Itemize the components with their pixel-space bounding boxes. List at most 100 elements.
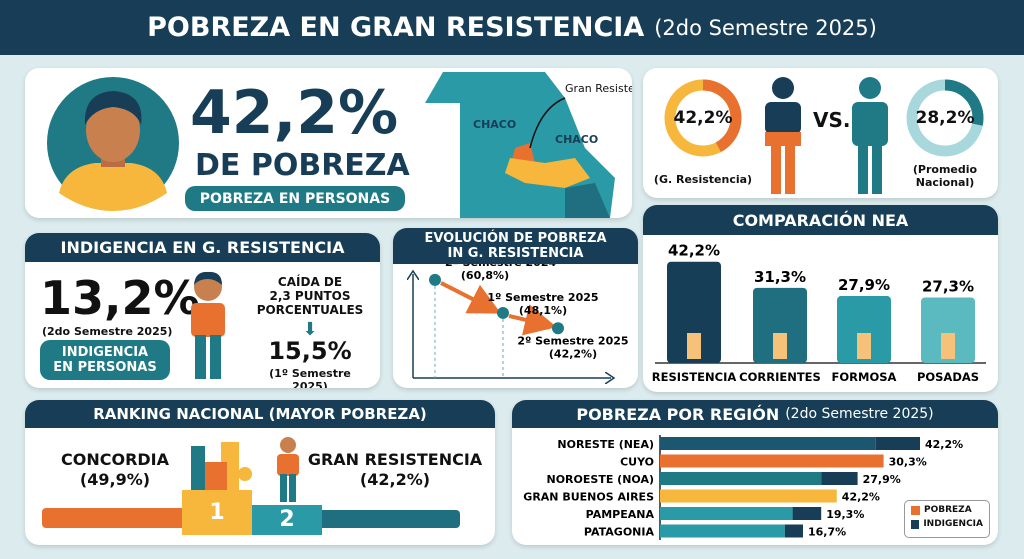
poverty-label: DE POBREZA bbox=[195, 148, 410, 183]
indigencia-card: INDIGENCIA EN G. RESISTENCIA 13,2% (2do … bbox=[25, 233, 380, 388]
bar-value-label: 31,3% bbox=[754, 268, 806, 286]
indigencia-bar bbox=[821, 472, 858, 485]
previous-indigencia-rate: 15,5% bbox=[268, 337, 352, 365]
indigencia-bar bbox=[784, 524, 803, 538]
resistencia-label: (G. Resistencia) bbox=[653, 173, 753, 186]
pobreza-bar bbox=[660, 507, 793, 520]
region-title-bar: POBREZA POR REGIÓN (2do Semestre 2025) bbox=[512, 400, 998, 428]
pill-line-1: INDIGENCIA bbox=[61, 345, 149, 360]
bar-value-label: 27,9% bbox=[838, 276, 890, 294]
drop-text: CAÍDA DE 2,3 PUNTOS PORCENTUALES bbox=[250, 275, 370, 317]
point-value: (48,1%) bbox=[519, 304, 567, 317]
ranking-title: RANKING NACIONAL (MAYOR POBREZA) bbox=[25, 400, 495, 428]
region-label: CUYO bbox=[620, 456, 654, 469]
city-buildings-icon bbox=[191, 442, 252, 490]
second-place-value: (42,2%) bbox=[359, 470, 431, 489]
ranking-card: RANKING NACIONAL (MAYOR POBREZA) CONCORD… bbox=[25, 400, 495, 545]
region-value-label: 16,7% bbox=[808, 526, 846, 539]
previous-period: (1º Semestre 2025) bbox=[269, 367, 351, 388]
indigencia-rate: 13,2% bbox=[40, 271, 200, 325]
evolution-line-chart: 2º Semestre 2024(60,8%)1º Semestre 2025(… bbox=[393, 264, 629, 388]
region-value-label: 19,3% bbox=[826, 508, 864, 521]
poverty-persons-pill: POBREZA EN PERSONAS bbox=[185, 186, 405, 211]
region-value-label: 42,2% bbox=[842, 491, 880, 504]
region-label: PATAGONIA bbox=[584, 526, 655, 539]
pobreza-bar bbox=[660, 472, 822, 485]
category-label: FORMOSA bbox=[832, 370, 897, 384]
page-subtitle: (2do Semestre 2025) bbox=[654, 15, 877, 40]
bar bbox=[667, 261, 721, 363]
region-label: PAMPEANA bbox=[586, 508, 655, 521]
nea-title: COMPARACIÓN NEA bbox=[643, 205, 998, 235]
national-comparison-card: 42,2% (G. Resistencia) VS. 28,2% (Promed… bbox=[643, 68, 998, 198]
region-legend: POBREZA INDIGENCIA bbox=[904, 500, 990, 538]
landmark-icon bbox=[687, 333, 701, 359]
region-label: GRAN BUENOS AIRES bbox=[523, 491, 654, 504]
chaco-map: CHACO CHACO Gran Resistencia bbox=[425, 72, 632, 218]
region-value-label: 27,9% bbox=[863, 473, 901, 486]
pobreza-bar bbox=[660, 489, 837, 503]
first-place-value: (49,9%) bbox=[79, 470, 151, 489]
second-place-bar bbox=[322, 510, 460, 528]
region-value-label: 30,3% bbox=[889, 456, 927, 469]
pobreza-bar bbox=[660, 437, 876, 450]
national-donut bbox=[906, 79, 984, 157]
map-label-left: CHACO bbox=[473, 118, 516, 131]
resistencia-donut bbox=[664, 79, 742, 157]
national-rate: 28,2% bbox=[915, 108, 975, 128]
indigencia-title: INDIGENCIA EN G. RESISTENCIA bbox=[25, 233, 380, 262]
bar bbox=[921, 297, 975, 363]
person-avatar-icon bbox=[47, 77, 179, 211]
person-icon-resistencia bbox=[765, 77, 801, 194]
down-arrow-icon: ⬇ bbox=[302, 319, 318, 340]
point-label: 2º Semestre 2024 bbox=[445, 264, 556, 269]
evolution-title-2: IN G. RESISTENCIA bbox=[447, 246, 584, 261]
indigencia-period: (2do Semestre 2025) bbox=[42, 325, 173, 338]
bar bbox=[837, 296, 891, 363]
evolution-title-1: EVOLUCIÓN DE POBREZA bbox=[424, 231, 607, 246]
point-value: (42,2%) bbox=[549, 347, 597, 360]
drop-line-2: 2,3 PUNTOS bbox=[269, 289, 351, 303]
region-value-label: 42,2% bbox=[925, 438, 963, 451]
child-icon bbox=[191, 271, 225, 379]
page-title: POBREZA EN GRAN RESISTENCIA bbox=[147, 12, 645, 43]
bar-value-label: 27,3% bbox=[922, 277, 974, 295]
region-label: NORESTE (NEA) bbox=[557, 438, 654, 451]
podium-first: 1 bbox=[182, 490, 252, 535]
person-icon-national bbox=[852, 77, 888, 194]
legend-pobreza: POBREZA bbox=[911, 505, 983, 515]
nea-comparison-card: COMPARACIÓN NEA 42,2% RESISTENCIA 31,3% COR… bbox=[643, 205, 998, 392]
bar-value-label: 42,2% bbox=[668, 242, 720, 260]
point-value: (60,8%) bbox=[461, 269, 509, 282]
drop-line-3: PORCENTUALES bbox=[256, 303, 364, 317]
podium-second: 2 bbox=[252, 505, 322, 535]
category-label: POSADAS bbox=[917, 370, 979, 384]
bar bbox=[753, 287, 807, 363]
landmark-icon bbox=[857, 333, 871, 359]
region-bar-chart: NORESTE (NEA) 42,2% CUYO 30,3% NOROESTE (NOA… bbox=[523, 435, 963, 540]
evolution-title: EVOLUCIÓN DE POBREZA IN G. RESISTENCIA bbox=[393, 228, 638, 264]
region-subtitle: (2do Semestre 2025) bbox=[785, 406, 934, 422]
pill-line-2: EN PERSONAS bbox=[53, 360, 157, 375]
legend-indigencia: INDIGENCIA bbox=[911, 519, 983, 529]
resistencia-rate: 42,2% bbox=[673, 108, 733, 128]
trend-arrow bbox=[440, 281, 502, 314]
drop-line-1: CAÍDA DE bbox=[277, 275, 343, 289]
category-label: RESISTENCIA bbox=[652, 370, 737, 384]
poverty-rate: 42,2% bbox=[190, 78, 399, 148]
pobreza-bar bbox=[660, 524, 785, 538]
region-title: POBREZA POR REGIÓN bbox=[576, 404, 780, 424]
person-icon-ranking bbox=[277, 437, 299, 502]
first-place-name: CONCORDIA bbox=[60, 450, 169, 469]
indigencia-bar bbox=[875, 437, 920, 450]
landmark-icon bbox=[773, 333, 787, 359]
map-label-right: CHACO bbox=[555, 133, 598, 146]
region-card: POBREZA POR REGIÓN (2do Semestre 2025) N… bbox=[512, 400, 998, 545]
vs-label: VS. bbox=[813, 108, 851, 132]
point-label: 2º Semestre 2025 bbox=[517, 334, 628, 347]
point-label: 1º Semestre 2025 bbox=[487, 291, 598, 304]
poverty-summary-card: 42,2% DE POBREZA POBREZA EN PERSONAS CHA… bbox=[25, 68, 632, 218]
legend-label: INDIGENCIA bbox=[923, 519, 983, 529]
national-label-1: (Promedio bbox=[912, 163, 978, 176]
data-point bbox=[552, 322, 564, 335]
